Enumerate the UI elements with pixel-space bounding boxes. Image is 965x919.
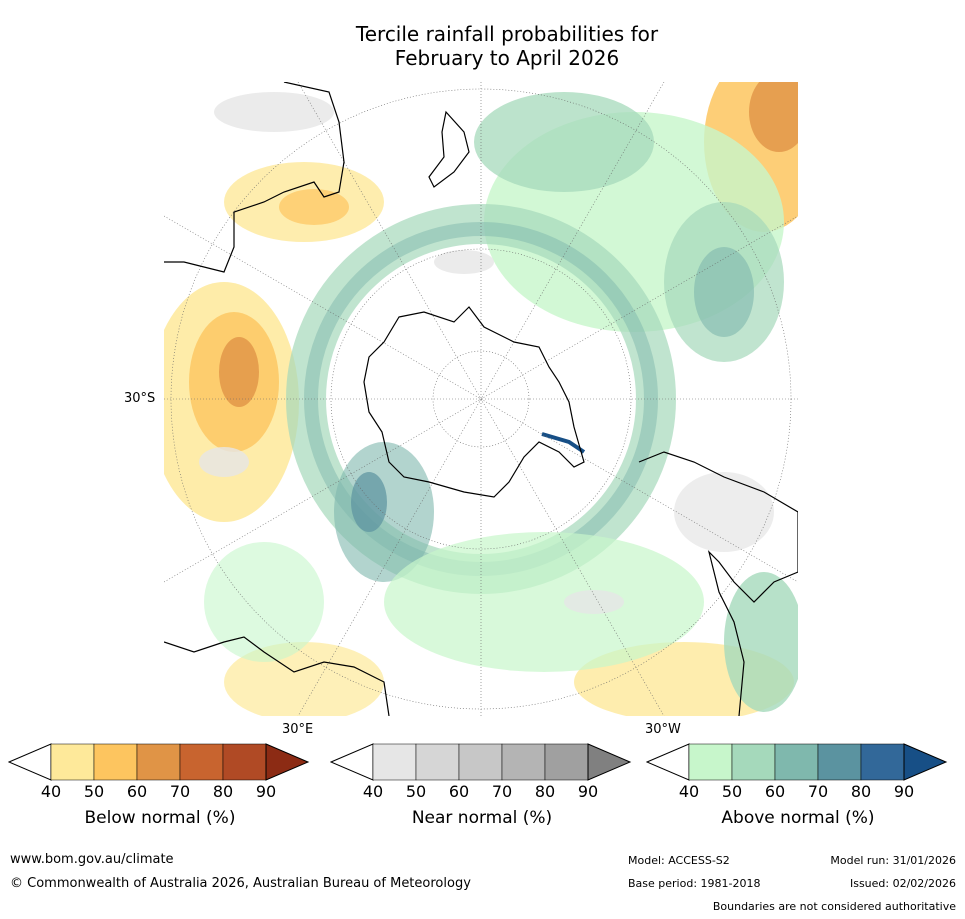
tick-label: 70 — [807, 782, 829, 801]
tick-label: 40 — [678, 782, 700, 801]
australia-outline — [164, 82, 345, 273]
map-title: Tercile rainfall probabilities for Febru… — [0, 22, 965, 70]
footer-issued: Issued: 02/02/2026 — [849, 877, 956, 890]
footer-base-period: Base period: 1981-2018 — [628, 877, 761, 890]
tick-label: 40 — [362, 782, 384, 801]
colorbar-below-swatches — [7, 743, 310, 781]
probability-map — [164, 82, 798, 716]
tick-label: 90 — [577, 782, 599, 801]
footer-copyright: © Commonwealth of Australia 2026, Austra… — [10, 876, 471, 891]
lat-label-30s: 30°S — [124, 391, 156, 406]
colorbar-above-label: Above normal (%) — [721, 808, 875, 828]
tick-label: 60 — [126, 782, 148, 801]
tick-label: 50 — [721, 782, 743, 801]
footer-model: Model: ACCESS-S2 — [628, 854, 730, 867]
title-line-1: Tercile rainfall probabilities for — [355, 22, 659, 46]
tick-label: 90 — [893, 782, 915, 801]
tick-label: 70 — [491, 782, 513, 801]
new-zealand-outline — [428, 110, 470, 188]
colorbar-near-label: Near normal (%) — [411, 808, 553, 828]
colorbar-above-swatches — [645, 743, 948, 781]
footer-disclaimer: Boundaries are not considered authoritat… — [712, 900, 956, 913]
footer-model-run: Model run: 31/01/2026 — [830, 854, 956, 867]
colorbar-below-normal — [7, 743, 312, 785]
tick-label: 60 — [764, 782, 786, 801]
footer-url: www.bom.gov.au/climate — [10, 852, 174, 867]
graticule — [164, 82, 798, 716]
lon-label-30e: 30°E — [282, 722, 314, 737]
tick-label: 50 — [405, 782, 427, 801]
map-canvas — [164, 82, 798, 716]
colorbar-below-label: Below normal (%) — [84, 808, 236, 828]
tick-label: 80 — [212, 782, 234, 801]
africa-outline — [164, 636, 390, 716]
tick-label: 50 — [83, 782, 105, 801]
colorbar-above-normal — [645, 743, 950, 785]
colorbar-near-normal — [329, 743, 634, 785]
antarctica-outline — [363, 306, 585, 498]
tick-label: 70 — [169, 782, 191, 801]
tick-label: 80 — [534, 782, 556, 801]
tick-label: 80 — [850, 782, 872, 801]
tick-label: 60 — [448, 782, 470, 801]
lon-label-30w: 30°W — [645, 722, 681, 737]
tick-label: 40 — [40, 782, 62, 801]
south-america-outline — [638, 451, 798, 716]
title-line-2: February to April 2026 — [394, 46, 620, 70]
tick-label: 90 — [255, 782, 277, 801]
probability-patches — [164, 82, 798, 716]
colorbar-near-swatches — [329, 743, 632, 781]
